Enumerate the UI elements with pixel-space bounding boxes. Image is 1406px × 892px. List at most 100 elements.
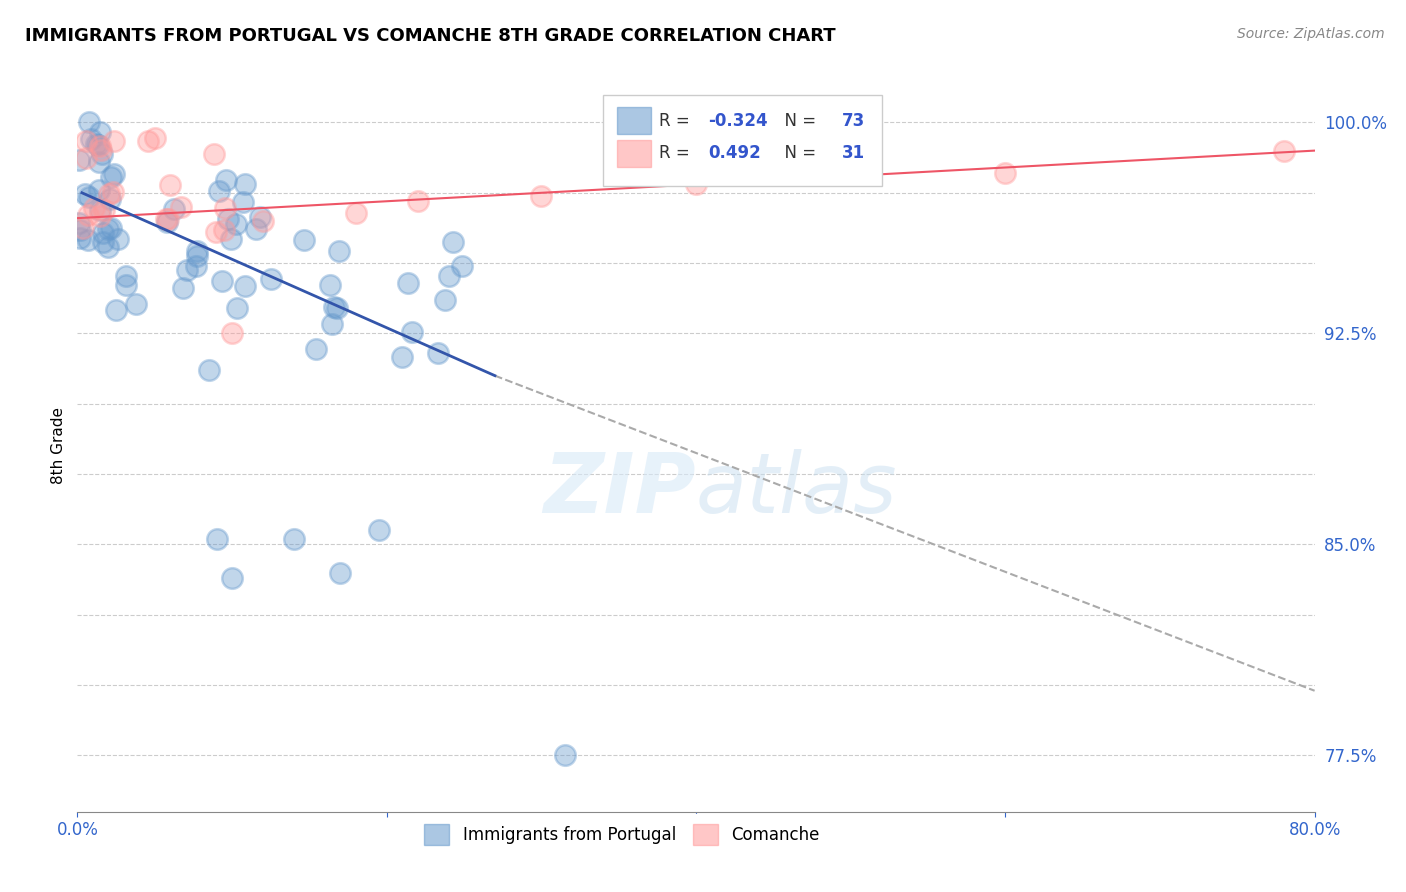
Point [323, 301, 346, 315]
Point [328, 244, 350, 258]
Point [450, 259, 472, 273]
Point [217, 211, 239, 226]
FancyBboxPatch shape [603, 95, 882, 186]
Point [211, 274, 233, 288]
Point [554, 748, 576, 763]
Point [170, 200, 193, 214]
Point [97, 240, 120, 254]
Point [76, 208, 98, 222]
Point [97, 222, 120, 236]
Text: R =: R = [659, 145, 700, 162]
FancyBboxPatch shape [617, 139, 651, 168]
Point [401, 325, 423, 339]
Point [114, 277, 136, 292]
Point [75, 134, 97, 148]
Point [89, 203, 111, 218]
Point [305, 342, 328, 356]
Point [249, 210, 271, 224]
Y-axis label: 8th Grade: 8th Grade [51, 408, 66, 484]
Point [91, 227, 114, 241]
Point [214, 201, 236, 215]
Point [221, 571, 243, 585]
Point [89, 139, 111, 153]
Point [69, 223, 91, 237]
Text: R =: R = [659, 112, 695, 129]
Point [87, 155, 110, 169]
Point [77, 233, 100, 247]
Point [232, 195, 254, 210]
Point [91, 235, 114, 249]
Point [90, 143, 112, 157]
Point [67, 216, 90, 230]
Point [159, 178, 181, 192]
Point [103, 167, 125, 181]
Point [143, 131, 166, 145]
Point [83, 201, 105, 215]
Point [396, 276, 419, 290]
FancyBboxPatch shape [617, 107, 651, 135]
Text: ZIP: ZIP [543, 450, 696, 531]
Point [226, 301, 249, 315]
Point [100, 221, 122, 235]
Point [186, 259, 208, 273]
Point [994, 166, 1017, 180]
Point [434, 293, 457, 307]
Point [84, 136, 107, 151]
Point [212, 222, 235, 236]
Point [103, 186, 125, 200]
Point [252, 214, 274, 228]
Point [391, 351, 413, 365]
Point [685, 178, 707, 192]
Point [225, 218, 247, 232]
Legend: Immigrants from Portugal, Comanche: Immigrants from Portugal, Comanche [415, 814, 830, 855]
Point [156, 215, 179, 229]
Text: atlas: atlas [696, 450, 897, 531]
Point [329, 566, 352, 580]
Text: -0.324: -0.324 [709, 112, 768, 129]
Point [406, 194, 429, 209]
Point [100, 169, 122, 184]
Text: 73: 73 [842, 112, 865, 129]
Point [530, 188, 553, 202]
Point [77, 115, 100, 129]
Text: 0.492: 0.492 [709, 145, 761, 162]
Point [321, 318, 343, 332]
Point [426, 345, 449, 359]
Point [104, 303, 127, 318]
Point [368, 524, 391, 538]
Point [215, 173, 238, 187]
Point [89, 209, 111, 223]
Point [319, 278, 342, 293]
Text: IMMIGRANTS FROM PORTUGAL VS COMANCHE 8TH GRADE CORRELATION CHART: IMMIGRANTS FROM PORTUGAL VS COMANCHE 8TH… [25, 27, 837, 45]
Point [98, 192, 121, 206]
Text: 31: 31 [842, 145, 865, 162]
Point [80, 132, 103, 146]
Point [97, 186, 120, 201]
Point [87, 183, 110, 197]
Point [441, 235, 464, 250]
Text: N =: N = [773, 145, 821, 162]
Point [219, 232, 242, 246]
Point [205, 225, 228, 239]
Point [172, 281, 194, 295]
Point [245, 222, 267, 236]
Point [292, 233, 315, 247]
Point [72, 221, 94, 235]
Text: N =: N = [773, 112, 821, 129]
Point [89, 125, 111, 139]
Point [205, 532, 228, 546]
Point [207, 184, 229, 198]
Point [67, 153, 90, 167]
Point [233, 178, 256, 192]
Point [344, 205, 367, 219]
Text: Source: ZipAtlas.com: Source: ZipAtlas.com [1237, 27, 1385, 41]
Point [107, 232, 129, 246]
Point [136, 134, 159, 148]
Point [156, 212, 179, 227]
Point [283, 532, 305, 546]
Point [73, 186, 96, 201]
Point [163, 202, 186, 216]
Point [176, 262, 198, 277]
Point [326, 301, 349, 315]
Point [1272, 144, 1295, 158]
